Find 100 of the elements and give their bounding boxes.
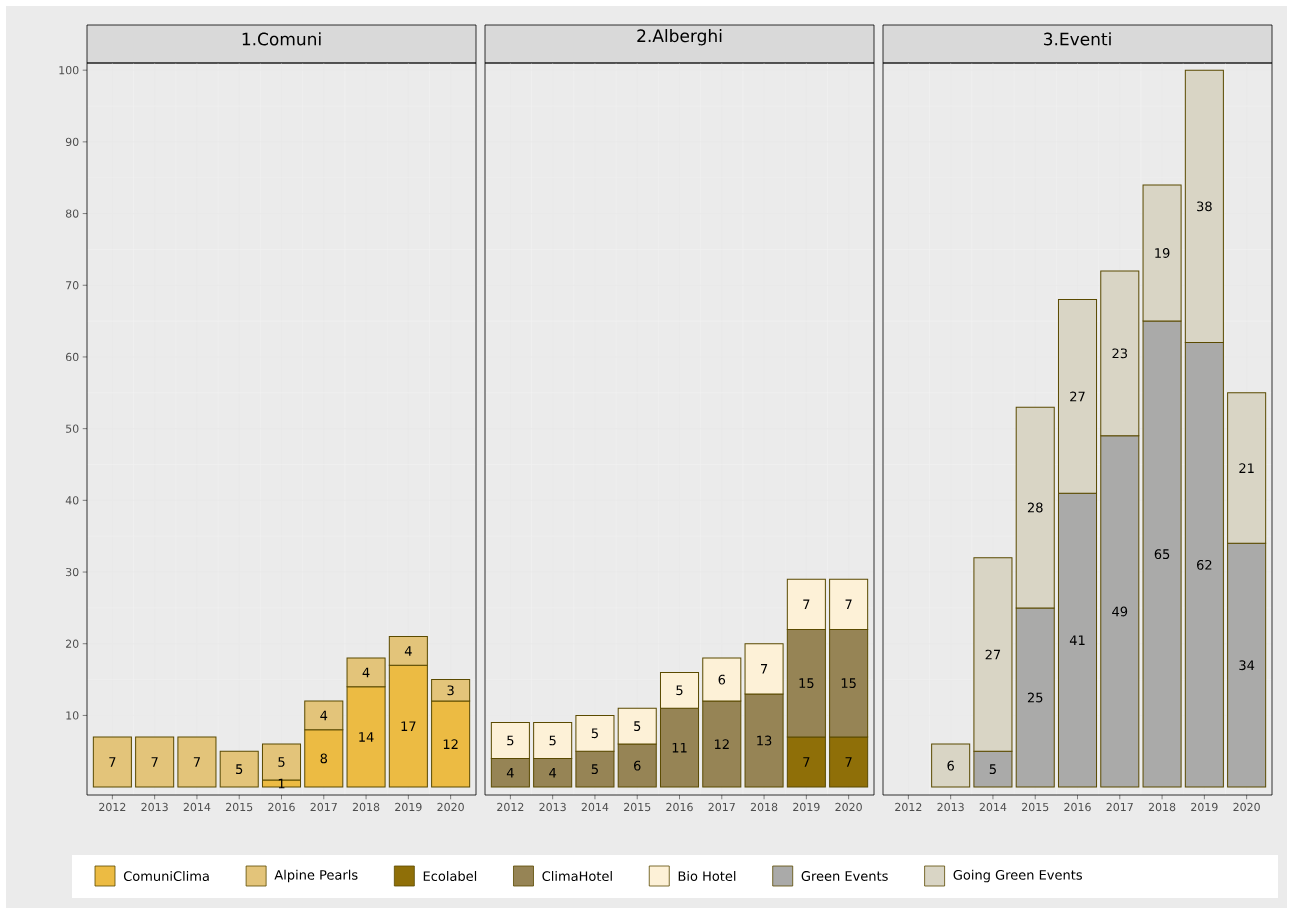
y-tick-label: 40	[65, 496, 79, 505]
x-tick-label: 2018	[352, 802, 380, 812]
data-label: 41	[1069, 635, 1085, 645]
data-label: 8	[320, 753, 328, 764]
data-label: 1	[278, 778, 285, 789]
data-label: 7	[151, 757, 158, 767]
y-tick-label: 20	[66, 639, 79, 648]
x-tick-label: 2015	[226, 802, 253, 812]
data-label: 7	[803, 757, 810, 767]
x-tick-label: 2013	[539, 802, 566, 812]
x-tick-label: 2014	[581, 802, 609, 812]
y-tick-label: 90	[65, 137, 79, 147]
legend-label: Bio Hotel	[678, 870, 736, 882]
x-tick-label: 2017	[708, 802, 735, 812]
legend-label: Alpine Pearls	[274, 869, 358, 883]
y-tick-label: 70	[66, 281, 79, 290]
data-label: 12	[443, 739, 458, 749]
x-tick-label: 2016	[268, 802, 295, 812]
data-label: 5	[591, 728, 598, 739]
x-tick-label: 2017	[310, 802, 337, 812]
chart-title: 2.Alberghi	[637, 29, 722, 46]
x-tick-label: 2015	[1022, 802, 1049, 812]
data-label: 15	[799, 678, 814, 688]
data-label: 5	[676, 685, 683, 696]
data-label: 19	[1155, 248, 1170, 258]
x-tick-label: 2020	[835, 802, 862, 812]
data-label: 14	[359, 732, 374, 742]
data-label: 25	[1027, 692, 1043, 703]
bar	[135, 736, 175, 788]
chart-title: 1.Comuni	[242, 32, 321, 46]
data-label: 27	[985, 649, 1001, 660]
data-label: 7	[845, 757, 852, 767]
x-tick-label: 2012	[99, 802, 126, 812]
data-label: 27	[1070, 391, 1085, 402]
data-label: 5	[549, 735, 556, 746]
data-label: 5	[634, 721, 641, 732]
x-tick-label: 2014	[183, 802, 211, 812]
bar	[931, 743, 971, 788]
x-tick-label: 2016	[666, 802, 693, 812]
x-tick-label: 2020	[437, 802, 464, 812]
data-label: 7	[193, 757, 200, 767]
data-label: 4	[404, 646, 412, 656]
x-tick-label: 2019	[1191, 802, 1218, 812]
bar	[219, 750, 259, 788]
data-label: 6	[947, 760, 954, 771]
data-label: 7	[109, 757, 116, 767]
data-label: 65	[1154, 549, 1170, 560]
data-label: 5	[507, 735, 514, 746]
x-tick-label: 2014	[979, 802, 1007, 812]
y-tick-label: 60	[65, 352, 79, 362]
x-tick-label: 2018	[750, 802, 778, 812]
legend-label: Green Events	[801, 871, 888, 881]
x-tick-label: 2017	[1106, 802, 1133, 812]
data-label: 13	[757, 735, 772, 746]
data-label: 6	[718, 674, 726, 685]
data-label: 49	[1112, 606, 1128, 617]
data-label: 23	[1112, 348, 1128, 359]
legend-label: ClimaHotel	[542, 870, 612, 882]
data-label: 6	[634, 760, 641, 771]
data-label: 62	[1196, 559, 1212, 570]
data-label: 5	[278, 757, 285, 767]
data-label: 21	[1239, 463, 1254, 473]
data-label: 4	[320, 710, 328, 721]
x-tick-label: 2019	[395, 802, 422, 812]
y-tick-label: 50	[66, 424, 79, 433]
x-tick-label: 2018	[1148, 802, 1176, 812]
y-tick-label: 100	[59, 66, 79, 75]
bar	[92, 736, 132, 788]
data-label: 5	[989, 764, 996, 775]
data-label: 3	[447, 685, 454, 696]
legend-label: Going Green Events	[953, 869, 1082, 883]
data-label: 7	[845, 599, 852, 610]
x-tick-label: 2019	[793, 802, 820, 812]
data-label: 5	[236, 764, 243, 775]
data-label: 7	[803, 599, 810, 610]
bar	[177, 736, 217, 788]
x-tick-label: 2015	[624, 802, 651, 812]
x-tick-label: 2016	[1064, 802, 1091, 812]
x-tick-label: 2012	[895, 802, 922, 812]
data-label: 11	[672, 742, 687, 753]
y-tick-label: 30	[66, 567, 79, 577]
data-label: 7	[761, 664, 768, 674]
data-label: 34	[1239, 660, 1255, 671]
data-label: 15	[841, 678, 856, 688]
y-tick-label: 80	[65, 209, 79, 218]
x-tick-label: 2013	[141, 802, 168, 812]
data-label: 4	[506, 768, 514, 778]
chart-title: 3.Eventi	[1043, 32, 1111, 46]
data-label: 5	[591, 764, 598, 775]
y-tick-label: 10	[66, 711, 79, 720]
data-label: 12	[714, 739, 729, 749]
x-tick-label: 2020	[1233, 802, 1260, 812]
data-label: 28	[1027, 502, 1043, 513]
data-label: 4	[362, 667, 370, 678]
legend-label: ComuniClima	[123, 870, 209, 882]
legend-label: Ecolabel	[423, 870, 477, 882]
x-tick-label: 2012	[497, 802, 524, 812]
data-label: 17	[401, 721, 416, 731]
data-label: 38	[1197, 201, 1212, 212]
x-tick-label: 2013	[937, 802, 964, 812]
